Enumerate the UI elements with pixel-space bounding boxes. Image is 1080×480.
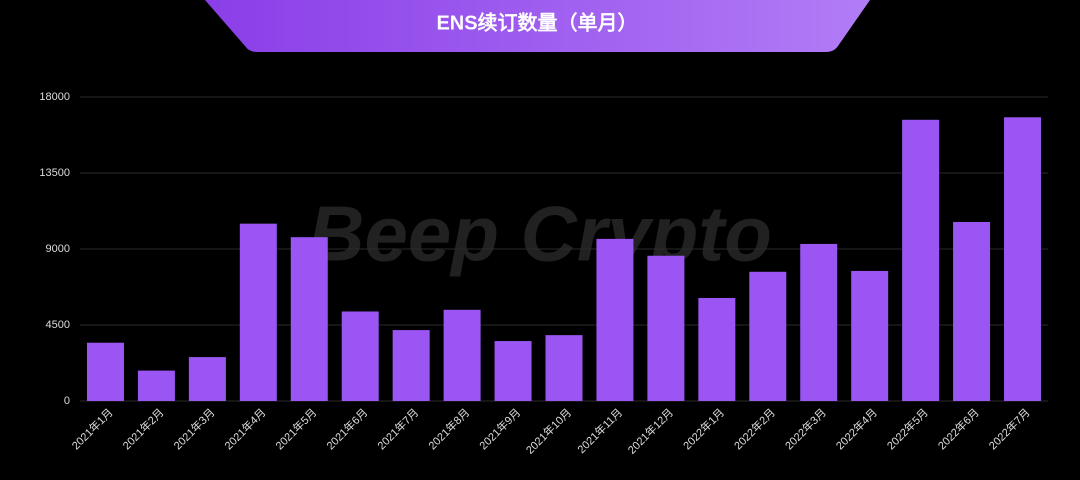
x-tick-label: 2021年11月 — [574, 405, 625, 456]
bar — [800, 243, 838, 401]
x-tick-label: 2022年4月 — [833, 405, 880, 452]
watermark: Beep Crypto — [308, 190, 772, 278]
x-tick-label: 2021年10月 — [523, 405, 574, 456]
bar — [545, 335, 583, 401]
x-tick-label: 2021年9月 — [476, 405, 523, 452]
x-tick-label: 2021年5月 — [272, 405, 319, 452]
bar — [1004, 117, 1042, 402]
bar — [392, 330, 430, 401]
bar — [596, 238, 634, 401]
x-tick-label: 2022年5月 — [884, 405, 931, 452]
bar — [443, 309, 481, 401]
bar — [188, 357, 226, 401]
bar — [851, 270, 889, 401]
x-tick-label: 2022年1月 — [680, 405, 727, 452]
y-tick-label: 9000 — [46, 243, 70, 255]
x-tick-label: 2022年2月 — [731, 405, 778, 452]
y-tick-label: 13500 — [39, 167, 70, 179]
bar — [698, 297, 736, 401]
x-tick-label: 2022年7月 — [986, 405, 1033, 452]
bar — [290, 237, 328, 401]
x-tick-label: 2021年1月 — [69, 405, 116, 452]
y-tick-label: 4500 — [46, 319, 70, 331]
bar — [137, 370, 175, 401]
x-tick-label: 2021年2月 — [120, 405, 167, 452]
bar — [953, 221, 991, 401]
bar — [239, 223, 277, 401]
bar — [494, 341, 532, 401]
x-tick-label: 2021年4月 — [221, 405, 268, 452]
y-tick-label: 0 — [64, 395, 70, 407]
title-banner — [205, 0, 870, 52]
x-tick-label: 2021年6月 — [323, 405, 370, 452]
bar — [647, 255, 685, 401]
bar — [749, 271, 787, 401]
x-tick-label: 2022年6月 — [935, 405, 982, 452]
x-tick-label: 2022年3月 — [782, 405, 829, 452]
x-tick-label: 2021年12月 — [625, 405, 676, 456]
x-tick-label: 2021年3月 — [170, 405, 217, 452]
x-tick-label: 2021年8月 — [425, 405, 472, 452]
y-tick-label: 18000 — [39, 91, 70, 103]
bar — [902, 119, 940, 402]
chart-title: ENS续订数量（单月） — [436, 10, 637, 34]
x-tick-label: 2021年7月 — [374, 405, 421, 452]
bar — [341, 311, 379, 401]
bar — [86, 342, 124, 401]
